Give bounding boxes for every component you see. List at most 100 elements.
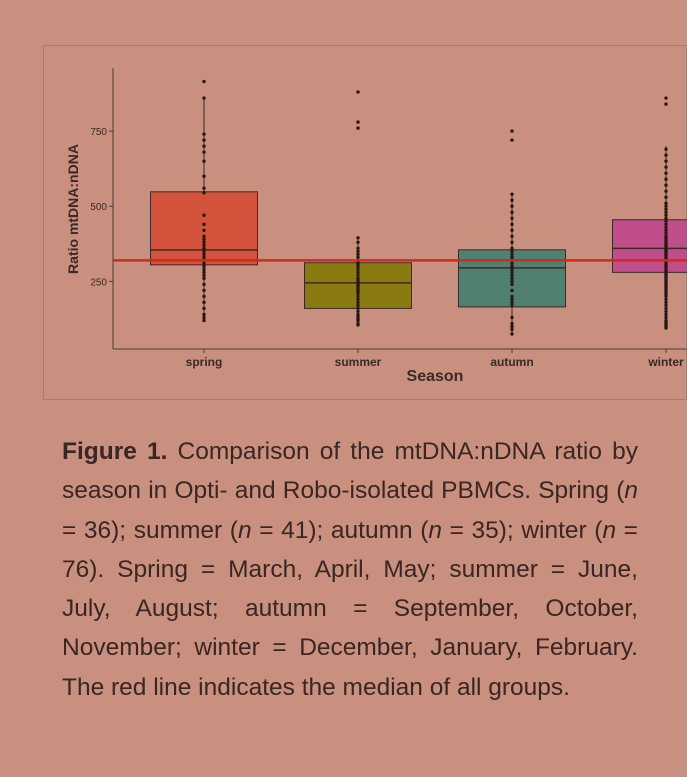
data-point: [202, 132, 206, 136]
data-point: [664, 165, 668, 169]
data-point: [510, 297, 514, 302]
data-point: [510, 282, 514, 287]
data-point: [356, 255, 360, 260]
data-point: [356, 126, 360, 130]
data-point: [510, 276, 514, 281]
data-point: [356, 90, 360, 94]
box-winter: [612, 219, 687, 273]
data-point: [356, 246, 360, 251]
points: [202, 79, 668, 336]
data-point: [510, 246, 514, 251]
data-point: [202, 243, 206, 248]
data-point: [510, 255, 514, 260]
data-point: [664, 312, 668, 317]
data-point: [356, 120, 360, 124]
data-point: [356, 252, 360, 257]
data-point: [510, 267, 514, 272]
labels: Ratio mtDNA:nDNA Season: [65, 144, 463, 385]
data-point: [664, 204, 668, 208]
data-point: [202, 138, 206, 142]
data-point: [664, 201, 668, 205]
data-point: [356, 240, 360, 245]
data-point: [510, 204, 514, 208]
data-point: [202, 261, 206, 266]
data-point: [664, 222, 668, 226]
data-point: [202, 300, 206, 305]
data-point: [664, 102, 668, 106]
data-point: [510, 273, 514, 278]
data-point: [664, 315, 668, 320]
data-point: [510, 129, 514, 133]
caption-n: n: [237, 516, 252, 544]
data-point: [356, 303, 360, 308]
data-point: [202, 240, 206, 245]
caption-text-2: = 36); summer (: [62, 516, 238, 544]
data-point: [664, 189, 668, 193]
data-point: [664, 225, 668, 229]
data-point: [202, 144, 206, 148]
data-point: [664, 219, 668, 223]
data-point: [664, 309, 668, 314]
caption-text-1: Comparison of the mtDNA:nDNA ratio by se…: [62, 438, 638, 505]
data-point: [664, 306, 668, 311]
data-point: [202, 318, 206, 323]
data-point: [356, 309, 360, 314]
data-point: [202, 267, 206, 272]
x-axis-label: Season: [407, 368, 464, 385]
data-point: [664, 159, 668, 163]
data-point: [202, 96, 206, 100]
data-point: [664, 231, 668, 235]
data-point: [664, 210, 668, 214]
data-point: [510, 240, 514, 245]
data-point: [664, 216, 668, 220]
data-point: [356, 300, 360, 305]
y-tick-label: 250: [90, 277, 107, 288]
data-point: [510, 234, 514, 238]
data-point: [664, 213, 668, 217]
data-point: [202, 288, 206, 293]
data-point: [356, 264, 360, 269]
data-point: [664, 147, 668, 151]
figure-label: Figure 1.: [62, 438, 168, 465]
x-tick-label: spring: [186, 355, 223, 369]
data-point: [510, 198, 514, 202]
data-point: [202, 150, 206, 154]
data-point: [202, 191, 206, 195]
data-point: [202, 273, 206, 278]
data-point: [510, 216, 514, 220]
data-point: [356, 236, 360, 240]
data-point: [356, 297, 360, 302]
data-point: [510, 321, 514, 326]
data-point: [356, 323, 360, 327]
data-point: [510, 228, 514, 232]
data-point: [510, 327, 514, 332]
data-point: [664, 294, 668, 299]
data-point: [664, 183, 668, 187]
caption-text-5: = 76). Spring = March, April, May; summe…: [62, 516, 638, 701]
data-point: [664, 207, 668, 211]
data-point: [356, 291, 360, 296]
data-point: [356, 249, 360, 254]
data-point: [202, 174, 206, 178]
caption-text-4: = 35); winter (: [442, 516, 603, 544]
data-point: [510, 270, 514, 275]
data-point: [356, 273, 360, 278]
data-point: [202, 276, 206, 281]
data-point: [510, 210, 514, 214]
data-point: [202, 270, 206, 275]
data-point: [202, 186, 206, 190]
data-point: [202, 237, 206, 242]
data-point: [510, 279, 514, 284]
data-point: [510, 324, 514, 329]
data-point: [510, 261, 514, 266]
data-point: [510, 192, 514, 196]
data-point: [202, 79, 206, 84]
caption-n: n: [602, 516, 617, 544]
data-point: [202, 234, 206, 238]
data-point: [202, 315, 206, 320]
data-point: [510, 138, 514, 142]
data-point: [356, 306, 360, 311]
data-point: [510, 303, 514, 308]
data-point: [510, 300, 514, 305]
y-tick-label: 750: [90, 127, 107, 138]
